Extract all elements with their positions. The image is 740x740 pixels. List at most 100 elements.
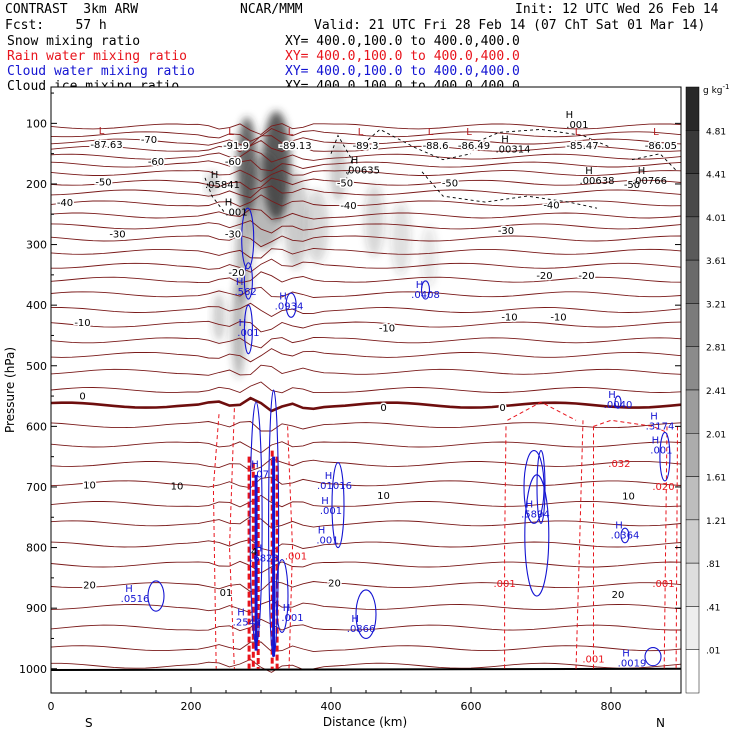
low-value-2: -89.13 [279, 141, 311, 152]
isotherm-label-9: -40 [543, 201, 559, 212]
snow-shade-5 [330, 141, 346, 203]
cloud-max-value-10: .5894 [521, 509, 550, 520]
cloud-contour-14 [644, 646, 662, 667]
isotherm-21 [51, 364, 681, 376]
isotherm-label-23: 10 [83, 481, 96, 492]
cloud-max-value-3: .001 [237, 328, 259, 339]
y-tick-label-5: 600 [26, 420, 47, 433]
rain-label-4: .001 [652, 579, 674, 590]
cloud-contour-10 [275, 559, 289, 633]
field-name-cloud-water: Cloud water mixing ratio [7, 64, 195, 79]
plot-area [51, 87, 681, 693]
low-value-7: -86.05 [645, 141, 677, 152]
low-marker-6: L [575, 127, 581, 138]
cloud-max-marker-0: H [236, 277, 244, 288]
colorbar-segment-6 [685, 346, 700, 391]
y-tick-label-8: 900 [26, 602, 47, 615]
isotherm-17 [51, 302, 681, 318]
colorbar-label-12: 4.81 [706, 127, 726, 137]
cloud-contour-17 [620, 527, 630, 544]
colorbar-segment-9 [685, 476, 700, 521]
isotherm-8 [51, 185, 681, 199]
snow-max-value-2: .00638 [580, 176, 615, 187]
rain-contour-6 [663, 426, 668, 669]
isotherm-2 [51, 135, 681, 146]
rain-label-5: .001 [285, 552, 307, 563]
y-tick-label-3: 400 [26, 299, 47, 312]
cloud-contour-7 [536, 450, 546, 524]
isotherm-label-0: -70 [141, 135, 157, 146]
colorbar-segment-7 [685, 389, 700, 434]
colorbar-label-5: 2.01 [706, 430, 726, 440]
isotherm-label-20: 0 [79, 391, 85, 402]
snow-max-marker-4: H [211, 170, 219, 181]
cloud-max-value-14: .001 [281, 613, 303, 624]
colorbar-label-11: 4.41 [706, 171, 726, 181]
isotherm-13 [51, 247, 681, 259]
cloud-max-marker-1: H [279, 291, 287, 302]
isotherm-label-3: -50 [95, 178, 111, 189]
isotherm-label-10: -30 [109, 230, 125, 241]
colorbar-segment-5 [685, 303, 700, 347]
isotherm-11 [51, 220, 681, 234]
cloud-contour-13 [355, 589, 377, 640]
rain-contour-4 [575, 420, 584, 669]
cloud-max-value-15: .0866 [347, 624, 376, 635]
cloud-max-value-13: .0516 [121, 594, 150, 605]
isotherm-14 [51, 258, 681, 273]
isotherm-label-18: -10 [501, 313, 517, 324]
isotherm-24 [51, 421, 681, 432]
field-name-rain: Rain water mixing ratio [7, 49, 188, 64]
isotherm-label-5: -50 [442, 179, 458, 190]
low-value-3: -89.3 [353, 141, 379, 152]
snow-shade-10 [391, 202, 411, 275]
cloud-max-marker-18: H [251, 459, 259, 470]
isotherm-1 [51, 127, 681, 142]
low-marker-7: L [653, 127, 659, 138]
isotherm-label-6: -50 [624, 180, 640, 191]
snow-max-value-1: .00314 [496, 144, 531, 155]
cloud-max-value-1: .0934 [275, 301, 304, 312]
y-tick-label-0: 100 [26, 117, 47, 130]
low-marker-0: L [99, 126, 105, 137]
cloud-max-marker-7: H [325, 471, 333, 482]
ice-contour-0 [330, 134, 353, 185]
isotherm-18 [51, 320, 681, 333]
low-marker-5: L [466, 127, 472, 138]
x-tick-label-4: 800 [601, 700, 622, 713]
colorbar-label-4: 1.61 [706, 474, 726, 484]
isotherm-3 [51, 139, 681, 153]
cloud-max-value-4: .0040 [604, 400, 633, 411]
isotherm-25 [51, 441, 681, 454]
isotherm-30 [51, 538, 681, 552]
isotherm-16 [51, 286, 681, 298]
rain-label-0: .032 [608, 459, 630, 470]
cloud-contour-11 [331, 462, 345, 549]
y-tick-label-2: 300 [26, 239, 47, 252]
init-time: Init: 12 UTC Wed 26 Feb 14 [515, 2, 719, 17]
x-end-label-south: S [85, 716, 93, 730]
snow-max-value-6: .001 [566, 120, 588, 131]
low-value-5: -86.49 [458, 141, 490, 152]
colorbar-segment-0 [685, 86, 700, 131]
field-xy-cloud-water: XY= 400.0,100.0 to 400.0,400.0 [285, 64, 520, 79]
isotherm-label-13: -20 [228, 268, 244, 279]
snow-shade-9 [364, 183, 385, 257]
snow-max-marker-1: H [501, 134, 509, 145]
low-value-1: -91.9 [223, 141, 249, 152]
y-tick-label-4: 500 [26, 360, 47, 373]
cloud-max-value-2: .0408 [411, 290, 440, 301]
isotherm-label-24: 10 [377, 491, 390, 502]
isotherm-label-21: 0 [380, 403, 386, 414]
isotherm-31 [51, 560, 681, 574]
low-marker-3: L [358, 127, 364, 138]
cloud-max-marker-10: H [526, 499, 534, 510]
colorbar-segment-4 [685, 259, 700, 304]
field-name-snow: Snow mixing ratio [7, 34, 141, 49]
cloud-contour-4 [420, 280, 431, 300]
cloud-max-value-17: .0019 [618, 658, 647, 669]
cloud-max-marker-15: H [351, 614, 359, 625]
cloud-max-value-6: .001 [650, 446, 672, 457]
cloud-max-marker-17: H [622, 648, 630, 659]
